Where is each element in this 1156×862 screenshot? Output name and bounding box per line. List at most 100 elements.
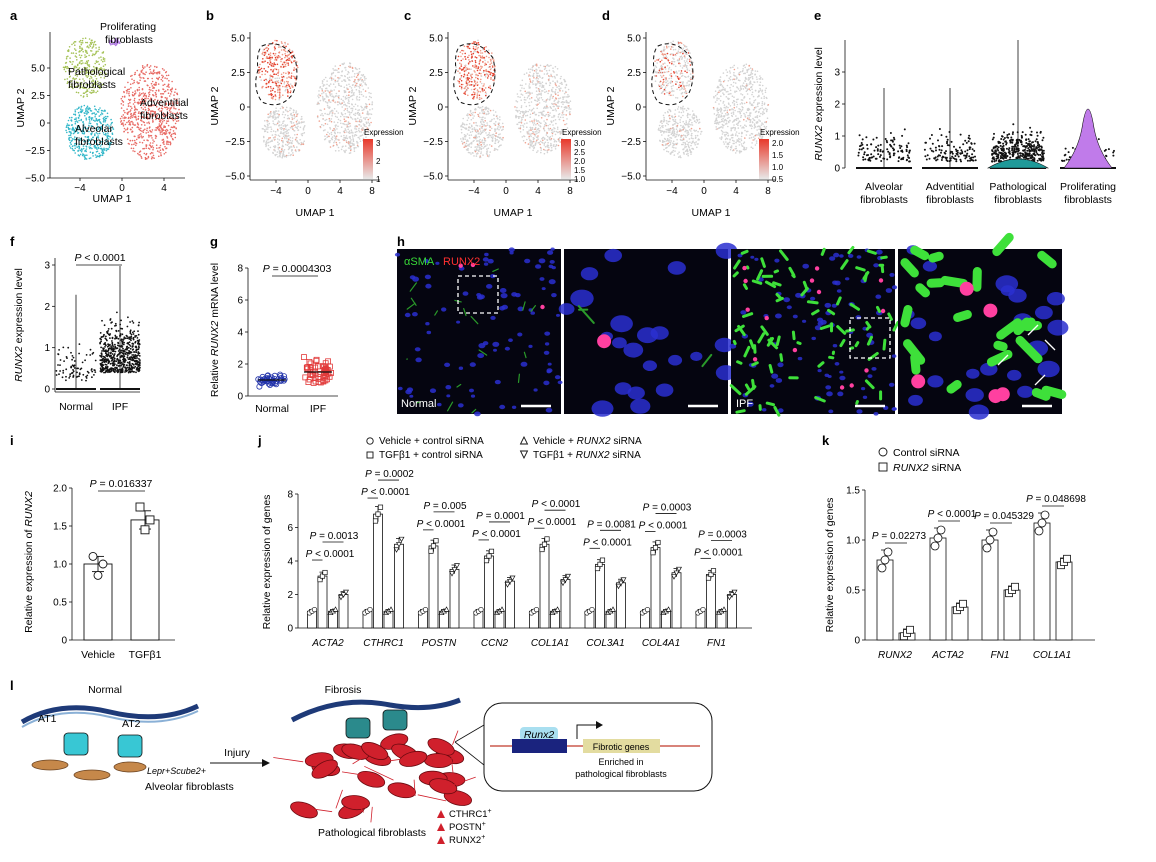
cell-point: [542, 86, 545, 88]
cell-point: [555, 110, 557, 112]
cell-point: [70, 80, 72, 83]
cell-point: [480, 75, 483, 77]
cell-point: [141, 97, 144, 100]
cell-point: [85, 51, 87, 53]
cell-point: [730, 128, 733, 130]
cell-point: [728, 70, 731, 72]
cell-point: [754, 111, 757, 113]
cell-point: [370, 92, 372, 95]
cell-point: [734, 82, 737, 84]
cell-point: [148, 122, 151, 125]
cell-point: [173, 107, 175, 110]
cell-point: [284, 86, 286, 88]
cell-point: [343, 150, 345, 152]
cell-point: [748, 108, 750, 110]
cell-point: [477, 106, 480, 108]
cell-point: [496, 149, 499, 151]
cell-point: [333, 69, 335, 71]
cell-point: [89, 108, 91, 110]
cell-point: [262, 51, 264, 54]
cell-point: [744, 137, 746, 139]
cell-point: [347, 116, 350, 119]
cell-point: [89, 151, 92, 153]
cell-point: [520, 110, 522, 113]
cell-point: [95, 109, 98, 111]
cell-point: [365, 103, 367, 105]
cell-point: [80, 150, 83, 153]
cell-point: [285, 54, 287, 57]
cell-point: [523, 123, 526, 125]
cell-point: [557, 91, 559, 94]
cell-point: [162, 112, 164, 114]
cell-point: [470, 68, 472, 70]
cell-point: [77, 68, 79, 71]
cell-point: [519, 96, 521, 98]
cell-point: [549, 127, 552, 130]
cell-point: [354, 127, 356, 130]
cell-point: [559, 131, 562, 134]
cell-point: [522, 126, 525, 128]
cell-point: [293, 117, 295, 120]
cell-point: [135, 138, 138, 141]
cell-point: [143, 73, 145, 75]
cell-point: [87, 108, 89, 111]
cell-point: [68, 138, 70, 140]
cell-point: [82, 123, 85, 125]
cell-point: [354, 84, 357, 87]
cell-point: [746, 71, 748, 73]
cell-point: [325, 93, 327, 95]
cell-point: [142, 135, 144, 138]
cell-point: [543, 128, 545, 130]
cell-point: [728, 97, 730, 100]
cell-point: [750, 70, 753, 72]
cell-point: [343, 62, 345, 64]
cell-point: [354, 73, 356, 75]
cell-point: [326, 133, 328, 136]
cell-point: [335, 135, 338, 137]
cell-point: [490, 60, 492, 62]
cell-point: [274, 98, 277, 101]
cell-point: [289, 87, 291, 89]
cell-point: [344, 145, 347, 147]
cell-point: [106, 148, 109, 150]
cell-point: [544, 106, 546, 108]
cell-point: [540, 92, 542, 94]
cell-point: [137, 136, 140, 139]
cell-point: [119, 117, 122, 120]
cell-point: [127, 81, 129, 84]
cell-point: [167, 124, 170, 127]
cell-point: [90, 117, 93, 120]
cell-point: [467, 72, 470, 74]
cell-point: [84, 56, 86, 58]
cell-point: [155, 115, 158, 118]
cell-point: [161, 93, 163, 95]
cell-point: [270, 90, 272, 92]
cell-point: [721, 123, 724, 126]
cell-point: [158, 147, 160, 149]
cell-point: [175, 108, 177, 110]
cell-point: [85, 87, 87, 89]
cell-point: [291, 49, 294, 52]
cell-point: [483, 139, 486, 142]
cell-point: [725, 131, 727, 133]
cell-point: [72, 42, 75, 44]
cell-point: [457, 55, 460, 58]
cell-point: [316, 116, 319, 119]
cell-point: [101, 113, 104, 115]
legend-title: Expression: [364, 128, 404, 137]
cell-point: [477, 90, 480, 93]
cell-point: [78, 106, 80, 109]
cell-point: [274, 47, 276, 50]
cell-point: [350, 111, 353, 114]
cell-point: [172, 132, 175, 135]
cell-point: [480, 67, 482, 69]
cell-point: [163, 153, 166, 155]
cell-point: [483, 74, 486, 76]
cell-point: [465, 69, 467, 71]
y-tick-label: 0: [239, 103, 245, 114]
cell-point: [501, 129, 503, 131]
cell-point: [295, 121, 298, 123]
cell-point: [142, 95, 145, 97]
cell-point: [358, 90, 361, 93]
cell-point: [277, 86, 279, 88]
